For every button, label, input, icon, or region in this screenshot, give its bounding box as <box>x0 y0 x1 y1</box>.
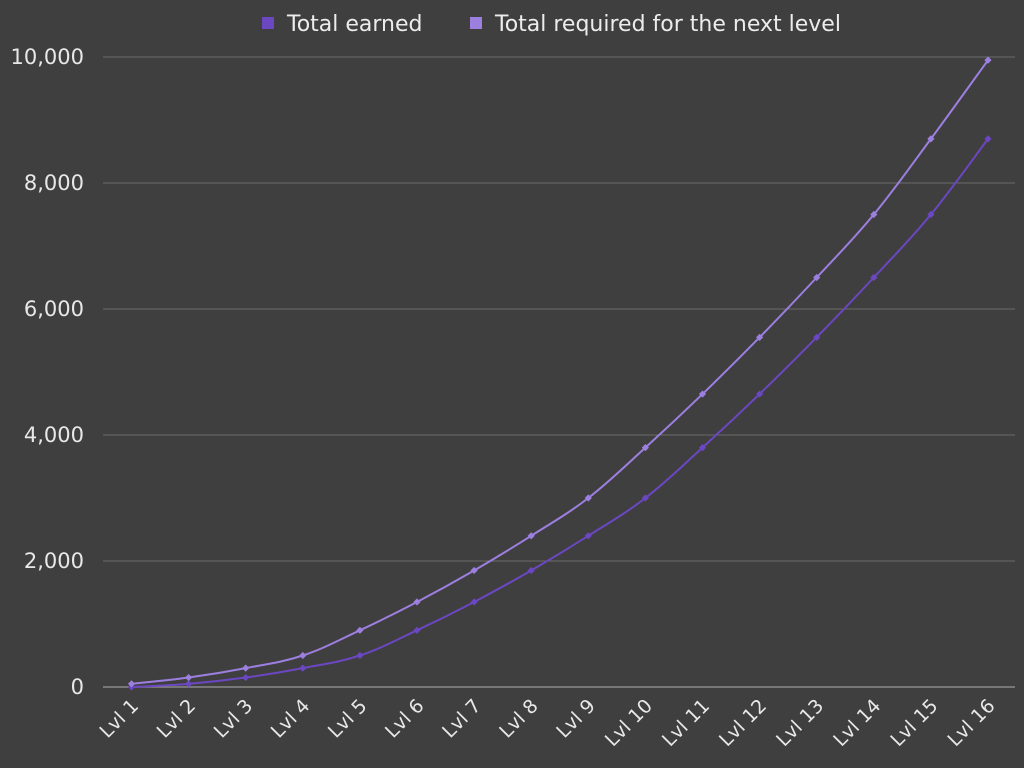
data-point-marker <box>927 210 935 219</box>
data-point-marker <box>584 494 592 502</box>
data-point-marker <box>356 651 364 660</box>
data-point-marker <box>470 598 478 606</box>
data-point-marker <box>413 626 421 634</box>
x-tick-label: Lvl 1 <box>95 695 143 743</box>
series-total-earned <box>127 135 992 691</box>
series-lines <box>127 56 992 691</box>
x-tick-label: Lvl 3 <box>210 695 258 743</box>
y-tick-label: 8,000 <box>24 171 84 195</box>
data-point-marker <box>870 273 878 282</box>
x-tick-label: Lvl 15 <box>886 695 942 751</box>
legend-swatch <box>470 17 482 29</box>
data-point-marker <box>185 680 193 688</box>
data-point-marker <box>242 664 250 672</box>
series-total-required <box>127 56 992 688</box>
data-point-marker <box>185 673 193 682</box>
data-point-marker <box>470 566 478 575</box>
y-tick-label: 6,000 <box>24 297 84 321</box>
x-tick-label: Lvl 2 <box>153 695 201 743</box>
x-tick-label: Lvl 10 <box>601 695 657 751</box>
series-line <box>131 59 989 685</box>
data-point-marker <box>698 390 707 398</box>
data-point-marker <box>127 680 136 688</box>
data-point-marker <box>641 494 649 502</box>
legend-item: Total required for the next level <box>470 12 841 37</box>
data-point-marker <box>927 135 935 143</box>
data-point-marker <box>356 626 364 634</box>
x-tick-label: Lvl 13 <box>772 695 828 751</box>
y-tick-label: 10,000 <box>11 45 84 69</box>
x-tick-label: Lvl 6 <box>381 695 429 743</box>
y-axis-ticks: 0 2,000 4,000 6,000 8,000 10,000 <box>11 45 84 699</box>
data-point-marker <box>984 135 992 143</box>
x-tick-label: Lvl 5 <box>324 695 372 743</box>
data-point-marker <box>299 664 307 672</box>
legend-label: Total earned <box>286 12 423 37</box>
y-tick-label: 4,000 <box>24 423 84 447</box>
data-point-marker <box>984 56 992 64</box>
legend-swatch <box>262 17 274 29</box>
data-point-marker <box>756 390 764 398</box>
legend: Total earned Total required for the next … <box>262 12 841 37</box>
data-point-marker <box>698 444 707 452</box>
data-point-marker <box>527 566 535 575</box>
x-tick-label: Lvl 16 <box>943 695 999 751</box>
data-point-marker <box>756 333 764 341</box>
x-tick-label: Lvl 11 <box>658 695 714 751</box>
data-point-marker <box>813 273 821 282</box>
legend-label: Total required for the next level <box>494 12 841 37</box>
data-point-marker <box>242 673 250 682</box>
data-point-marker <box>813 333 821 341</box>
x-tick-label: Lvl 7 <box>438 695 486 743</box>
y-tick-label: 2,000 <box>24 549 84 573</box>
x-tick-label: Lvl 4 <box>267 695 315 743</box>
x-tick-label: Lvl 12 <box>715 695 771 751</box>
y-tick-label: 0 <box>71 675 84 699</box>
x-tick-label: Lvl 14 <box>829 695 885 751</box>
grid-lines <box>103 56 1015 688</box>
data-point-marker <box>527 532 535 540</box>
series-line <box>131 138 989 688</box>
data-point-marker <box>584 532 592 540</box>
x-axis-ticks: Lvl 1 Lvl 2 Lvl 3 Lvl 4 Lvl 5 Lvl 6 Lvl 7 Lvl 8… <box>95 695 999 751</box>
data-point-marker <box>299 651 307 660</box>
data-point-marker <box>641 444 649 452</box>
x-tick-label: Lvl 8 <box>495 695 543 743</box>
data-point-marker <box>870 210 878 219</box>
data-point-marker <box>413 598 421 606</box>
x-tick-label: Lvl 9 <box>552 695 600 743</box>
legend-item: Total earned <box>262 12 423 37</box>
